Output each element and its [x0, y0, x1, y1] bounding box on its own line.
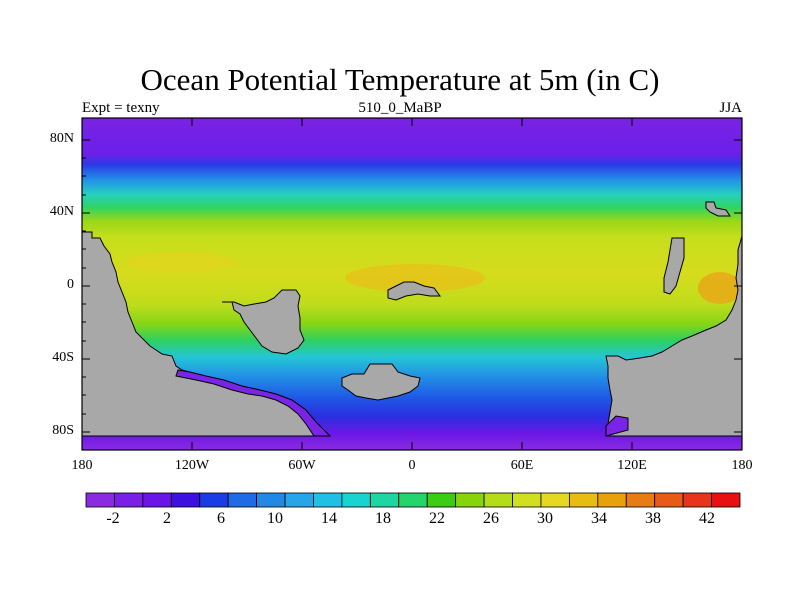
colorbar-label: -2: [106, 510, 120, 527]
colorbar-label: 6: [217, 510, 225, 527]
colorbar-label: 30: [537, 510, 553, 527]
colorbar-label: 26: [483, 510, 499, 527]
colorbar-box: [455, 492, 485, 508]
cold-coastal-band: [175, 369, 332, 437]
colorbar-label: 22: [429, 510, 445, 527]
colorbar-box: [597, 492, 627, 508]
y-tick-label: 40S: [52, 350, 74, 365]
colorbar-label: 18: [375, 510, 391, 527]
x-ticks: [81, 118, 743, 450]
warm-patch: [345, 264, 485, 292]
x-tick-label: 120W: [174, 458, 210, 473]
colorbar-box: [85, 492, 115, 508]
y-tick-label: 40N: [49, 204, 74, 219]
colorbar-box: [568, 492, 599, 508]
colorbar-box: [114, 492, 144, 508]
x-tick-label: 120E: [617, 458, 647, 473]
colorbar-box: [369, 492, 400, 508]
colorbar-box: [142, 492, 172, 508]
colorbar-box: [654, 492, 684, 508]
season-label: JJA: [719, 100, 742, 116]
experiment-label: Expt = texny: [82, 100, 160, 116]
colorbar-label: 38: [645, 510, 661, 527]
period-label: 510_0_MaBP: [358, 100, 442, 116]
colorbar-box: [341, 492, 371, 508]
colorbar-box: [540, 492, 570, 508]
colorbar-label: 34: [591, 510, 607, 527]
colorbar-box: [682, 492, 712, 508]
northeast-islet: [705, 201, 731, 217]
y-tick-label: 80S: [52, 423, 74, 438]
western-interior-landmass: [222, 289, 305, 355]
y-tick-label: 0: [67, 277, 74, 292]
warm-patch: [125, 252, 235, 272]
x-tick-label: 60W: [288, 458, 316, 473]
x-tick-label: 180: [731, 458, 753, 473]
colorbar-label: 42: [699, 510, 715, 527]
central-island: [387, 281, 441, 301]
colorbar-box: [398, 492, 428, 508]
y-tick-label: 80N: [49, 131, 74, 146]
warm-patch: [698, 272, 742, 304]
colorbar-label: 2: [163, 510, 171, 527]
colorbar-box: [313, 492, 343, 508]
colorbar-box: [512, 492, 542, 508]
colorbar-box: [256, 492, 286, 508]
cold-coastal-band: [605, 415, 629, 437]
colorbar-box: [170, 492, 201, 508]
x-tick-label: 180: [71, 458, 93, 473]
eastern-ridge-landmass: [663, 237, 685, 295]
colorbar-box: [426, 492, 457, 508]
colorbar-box: [625, 492, 656, 508]
y-ticks: [82, 139, 742, 433]
east-continent: [605, 235, 742, 437]
colorbar-box: [199, 492, 229, 508]
colorbar-box: [711, 492, 741, 508]
colorbar-label: 14: [321, 510, 337, 527]
colorbar-box: [227, 492, 257, 508]
x-tick-label: 0: [408, 458, 416, 473]
colorbar-box: [483, 492, 513, 508]
map-title: Ocean Potential Temperature at 5m (in C): [140, 62, 660, 97]
southern-island: [341, 363, 421, 401]
colorbar-label: 10: [267, 510, 283, 527]
colorbar: [85, 492, 741, 508]
colorbar-box: [284, 492, 314, 508]
x-tick-label: 60E: [510, 458, 534, 473]
